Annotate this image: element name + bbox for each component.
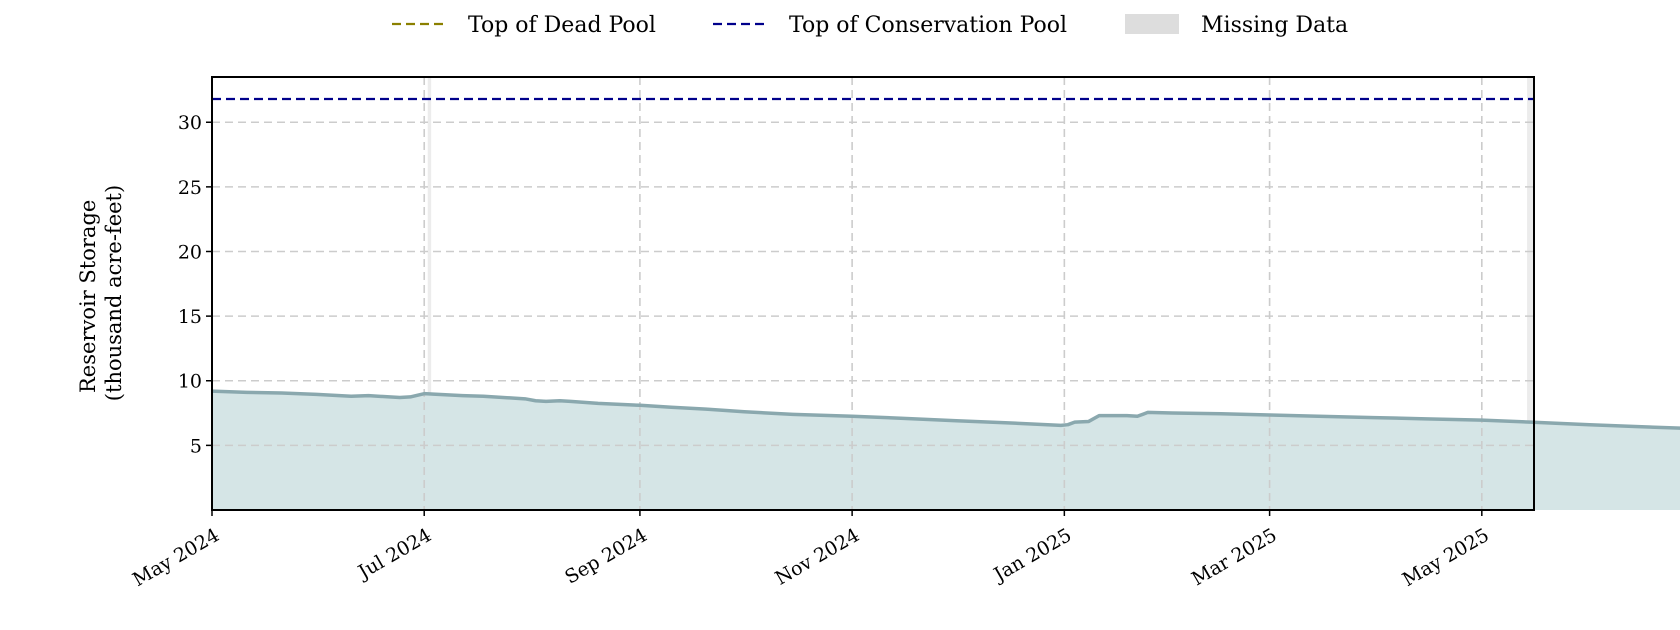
missing-data-band-0 [427, 77, 432, 510]
y-axis-ticks: 5 10 15 20 25 30 [178, 112, 212, 457]
legend-label-1: Top of Conservation Pool [789, 13, 1067, 38]
x-tick-label-2: Sep 2024 [561, 524, 651, 588]
legend-label-2: Missing Data [1201, 13, 1348, 38]
y-tick-label-3: 20 [178, 241, 202, 263]
x-tick-label-0: May 2024 [129, 524, 223, 591]
legend-swatch-2 [1125, 14, 1179, 34]
y-axis-title-line-1: Reservoir Storage [76, 200, 100, 393]
storage-line [211, 389, 1680, 430]
storage-series-layer [211, 389, 1680, 430]
y-axis-title: Reservoir Storage (thousand acre-feet) [76, 185, 126, 401]
storage-area-layer [212, 391, 1680, 510]
plot-frame [211, 76, 1535, 511]
missing-data-band-1 [1527, 77, 1534, 510]
x-axis-ticks: May 2024 Jul 2024 Sep 2024 Nov 2024 Jan 2025… [129, 510, 1493, 591]
x-tick-label-3: Nov 2024 [771, 524, 863, 590]
legend-label-0: Top of Dead Pool [468, 13, 656, 38]
x-tick-label-6: May 2025 [1399, 524, 1493, 591]
legend: Top of Dead Pool Top of Conservation Pool… [392, 13, 1348, 38]
missing-data-bands [427, 77, 1534, 510]
y-axis-title-line-2: (thousand acre-feet) [102, 185, 126, 401]
y-tick-label-4: 25 [178, 177, 202, 199]
y-tick-label-1: 10 [178, 371, 202, 393]
y-tick-label-5: 30 [178, 112, 202, 134]
x-tick-label-5: Mar 2025 [1188, 524, 1281, 590]
storage-area [212, 391, 1680, 510]
x-tick-label-1: Jul 2024 [353, 524, 435, 584]
y-tick-label-2: 15 [178, 306, 202, 328]
y-tick-label-0: 5 [190, 435, 202, 457]
x-tick-label-4: Jan 2025 [989, 524, 1076, 587]
